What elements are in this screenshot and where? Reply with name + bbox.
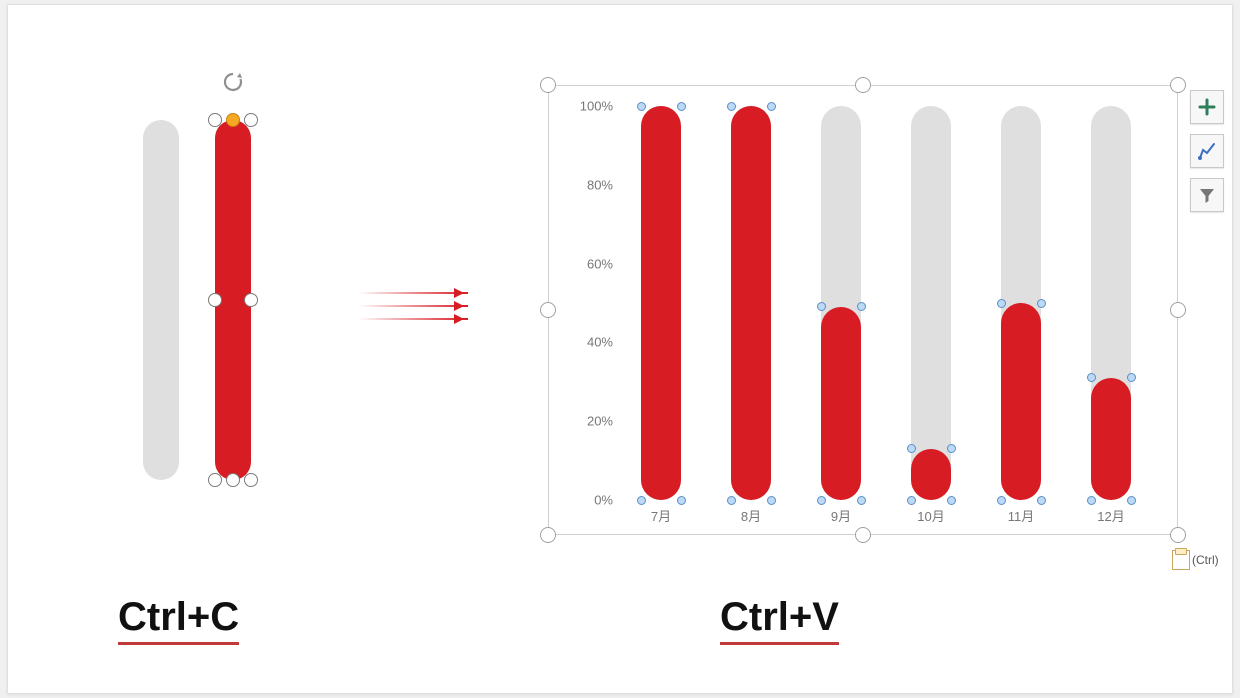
y-axis-tick-label: 100% — [580, 99, 613, 114]
caption-copy: Ctrl+C — [118, 595, 239, 645]
data-point-handle[interactable] — [857, 302, 866, 311]
chart-selection-handle[interactable] — [1170, 77, 1186, 93]
chart-selection-handle[interactable] — [855, 77, 871, 93]
data-point-handle[interactable] — [1037, 496, 1046, 505]
selection-handle[interactable] — [244, 473, 258, 487]
selection-handle[interactable] — [244, 113, 258, 127]
x-axis-tick-label: 10月 — [886, 506, 976, 525]
x-axis-tick-label: 12月 — [1066, 506, 1156, 525]
chart-selection-handle[interactable] — [540, 527, 556, 543]
data-point-handle[interactable] — [1127, 496, 1136, 505]
data-point-handle[interactable] — [637, 496, 646, 505]
data-point-handle[interactable] — [817, 496, 826, 505]
bar-value[interactable] — [1091, 378, 1131, 500]
paste-options-label: (Ctrl) — [1192, 553, 1219, 567]
data-point-handle[interactable] — [1037, 299, 1046, 308]
bar-value[interactable] — [731, 106, 771, 500]
chart-plot-box[interactable]: 0% 20% 40% 60% 80% 100% 7月8月9月10月11月12月 — [548, 85, 1178, 535]
selection-handle[interactable] — [226, 473, 240, 487]
x-axis-tick-label: 9月 — [796, 506, 886, 525]
copy-direction-arrows — [358, 281, 468, 331]
data-point-handle[interactable] — [817, 302, 826, 311]
data-point-handle[interactable] — [997, 496, 1006, 505]
x-axis-tick-label: 8月 — [706, 506, 796, 525]
background-pill-shape — [143, 120, 179, 480]
data-point-handle[interactable] — [1087, 496, 1096, 505]
data-point-handle[interactable] — [907, 496, 916, 505]
data-point-handle[interactable] — [1087, 373, 1096, 382]
chart-selection-handle[interactable] — [1170, 527, 1186, 543]
chart-side-tools — [1190, 90, 1224, 222]
data-point-handle[interactable] — [727, 102, 736, 111]
data-point-handle[interactable] — [857, 496, 866, 505]
data-point-handle[interactable] — [997, 299, 1006, 308]
bar-value[interactable] — [1001, 303, 1041, 500]
paste-options-tag[interactable]: (Ctrl) — [1172, 550, 1219, 570]
y-axis-tick-label: 60% — [587, 256, 613, 271]
selection-handle[interactable] — [244, 293, 258, 307]
y-axis-tick-label: 20% — [587, 414, 613, 429]
powerpoint-canvas: 0% 20% 40% 60% 80% 100% 7月8月9月10月11月12月 (Ctrl… — [7, 4, 1233, 694]
clipboard-icon — [1172, 550, 1190, 570]
chart-selection-handle[interactable] — [540, 77, 556, 93]
data-point-handle[interactable] — [677, 496, 686, 505]
chart-plot-area — [619, 106, 1159, 500]
caption-paste: Ctrl+V — [720, 595, 839, 645]
chart-selection-handle[interactable] — [540, 302, 556, 318]
data-point-handle[interactable] — [767, 102, 776, 111]
x-axis-tick-label: 7月 — [616, 506, 706, 525]
selection-handle[interactable] — [208, 293, 222, 307]
x-axis-tick-label: 11月 — [976, 506, 1066, 525]
data-point-handle[interactable] — [727, 496, 736, 505]
y-axis-tick-label: 0% — [594, 493, 613, 508]
data-point-handle[interactable] — [677, 102, 686, 111]
data-point-handle[interactable] — [947, 444, 956, 453]
data-point-handle[interactable] — [637, 102, 646, 111]
bar-value[interactable] — [911, 449, 951, 500]
chart-styles-button[interactable] — [1190, 134, 1224, 168]
chart-selection-handle[interactable] — [855, 527, 871, 543]
data-point-handle[interactable] — [947, 496, 956, 505]
data-point-handle[interactable] — [907, 444, 916, 453]
chart-selection-handle[interactable] — [1170, 302, 1186, 318]
bar-background — [911, 106, 951, 500]
bar-value[interactable] — [821, 307, 861, 500]
data-point-handle[interactable] — [767, 496, 776, 505]
rotation-anchor-handle[interactable] — [226, 113, 240, 127]
selection-handle[interactable] — [208, 113, 222, 127]
chart-object[interactable]: 0%20%40%60%80%100% 7月8月9月10月11月12月 (Ctrl… — [488, 65, 1208, 575]
y-axis-tick-label: 80% — [587, 177, 613, 192]
chart-add-element-button[interactable] — [1190, 90, 1224, 124]
y-axis-tick-label: 40% — [587, 335, 613, 350]
rotate-handle-icon[interactable] — [221, 70, 245, 94]
selection-handle[interactable] — [208, 473, 222, 487]
bar-value[interactable] — [641, 106, 681, 500]
data-point-handle[interactable] — [1127, 373, 1136, 382]
source-shape-group[interactable] — [143, 120, 303, 490]
chart-filter-button[interactable] — [1190, 178, 1224, 212]
